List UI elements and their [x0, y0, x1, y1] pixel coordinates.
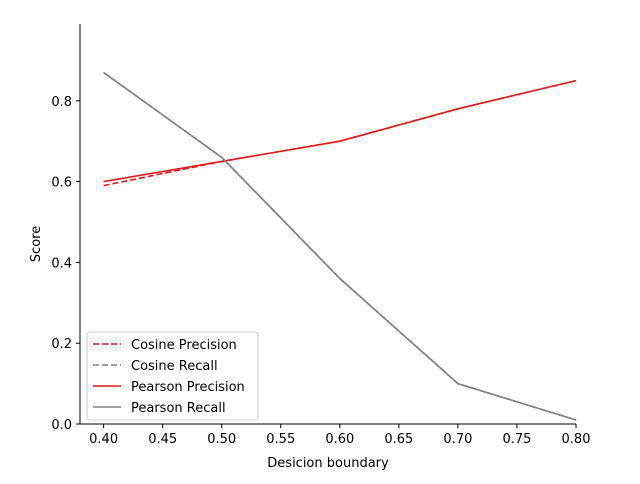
- axes: 0.40 0.45 0.50 0.55 0.60 0.65 0.70 0.75 0.80 0.0 0…: [51, 24, 590, 447]
- series-line-pearson-precision: [103, 79, 577, 183]
- y-tick-label: 0.4: [51, 256, 72, 271]
- y-axis-label: Score: [29, 226, 44, 262]
- x-tick-label: 0.80: [562, 432, 591, 447]
- x-tick-label: 0.60: [325, 432, 354, 447]
- legend-label: Pearson Precision: [131, 380, 245, 395]
- x-tick-label: 0.75: [502, 432, 531, 447]
- x-tick-label: 0.40: [89, 432, 118, 447]
- x-tick-label: 0.55: [266, 432, 295, 447]
- series-line-pearson-recall: [103, 71, 577, 421]
- y-tick-label: 0.8: [51, 95, 72, 110]
- x-tick-label: 0.65: [384, 432, 413, 447]
- x-tick-label: 0.70: [443, 432, 472, 447]
- legend-label: Cosine Precision: [131, 338, 237, 353]
- y-tick-label: 0.0: [51, 418, 72, 433]
- y-tick-label: 0.6: [51, 176, 72, 191]
- x-axis-label: Desicion boundary: [267, 456, 389, 471]
- series-lines: [103, 71, 577, 421]
- legend-box: [86, 331, 259, 421]
- legend-label: Cosine Recall: [131, 359, 218, 374]
- legend: Cosine Precision Cosine Recall Pearson Pre…: [86, 331, 259, 421]
- x-tick-label: 0.45: [148, 432, 177, 447]
- x-tick-label: 0.50: [207, 432, 236, 447]
- y-tick-label: 0.2: [51, 337, 72, 352]
- legend-label: Pearson Recall: [131, 401, 226, 416]
